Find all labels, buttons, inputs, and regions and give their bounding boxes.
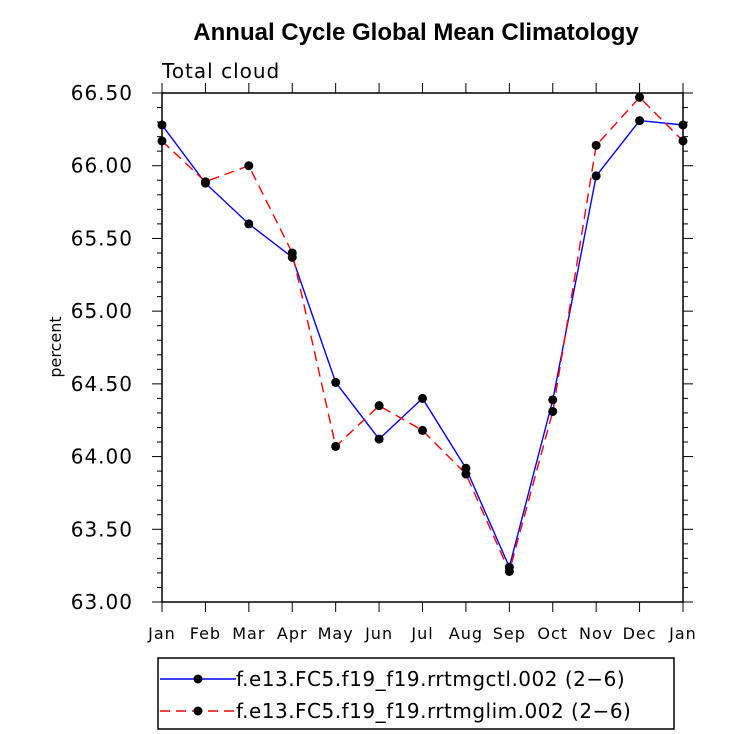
series-point-1 [504,566,514,576]
series-point-0 [157,120,167,130]
series-point-0 [418,393,427,403]
series-point-1 [157,136,167,146]
y-tick-label: 65.50 [71,226,133,250]
x-tick-label: Jan [668,624,697,643]
legend-label-ctl: f.e13.FC5.f19_f19.rrtmgctl.002 (2−6) [236,667,625,691]
x-tick-label: Apr [277,624,308,643]
axis-ticks [152,83,693,612]
series-point-1 [461,469,471,479]
x-tick-label: Feb [190,624,221,643]
x-tick-label: Mar [232,624,265,643]
series-point-1 [418,425,427,435]
y-tick-label: 66.50 [71,81,133,105]
series-point-0 [244,219,254,229]
series-point-1 [374,401,384,411]
legend-marker-lim [193,706,203,716]
legend-label-lim: f.e13.FC5.f19_f19.rrtmglim.002 (2−6) [236,699,631,723]
y-tick-label: 64.00 [71,445,133,469]
series-layer [157,92,688,576]
x-tick-label: Jul [410,624,433,643]
series-point-1 [548,406,558,416]
x-tick-label: Jun [364,624,393,643]
series-point-0 [635,116,645,126]
y-tick-label: 64.50 [71,372,133,396]
legend-marker-ctl [193,674,203,684]
x-tick-label: Dec [623,624,657,643]
series-point-1 [591,140,601,150]
y-tick-label: 66.00 [71,154,133,178]
x-tick-label: Jan [147,624,176,643]
legend-entry-ctl: f.e13.FC5.f19_f19.rrtmgctl.002 (2−6) [160,667,625,691]
x-tick-label: Nov [579,624,613,643]
tick-labels: 63.00 63.50 64.00 64.50 65.00 65.50 66.00 66.50… [71,81,697,643]
y-axis-label: percent [46,316,65,377]
series-point-1 [331,441,341,451]
series-point-0 [678,120,688,130]
series-point-1 [287,248,297,258]
plot-frame [161,92,684,603]
x-tick-label: Sep [493,624,526,643]
chart-subtitle: Total cloud [161,59,280,83]
series-point-0 [331,377,341,387]
y-tick-label: 65.00 [71,299,133,323]
chart-title: Annual Cycle Global Mean Climatology [193,19,639,46]
series-point-0 [374,434,384,444]
series-point-1 [200,177,210,187]
x-tick-label: May [318,624,354,643]
legend-entry-lim: f.e13.FC5.f19_f19.rrtmglim.002 (2−6) [160,699,631,723]
series-line-0 [161,119,684,570]
series-point-1 [244,161,254,171]
series-point-1 [678,136,688,146]
series-point-1 [635,92,645,102]
series-line-1 [161,96,684,574]
x-tick-label: Oct [537,624,568,643]
y-tick-label: 63.50 [71,517,133,541]
series-point-0 [548,395,558,405]
x-tick-label: Aug [449,624,483,643]
y-tick-label: 63.00 [71,590,133,614]
series-point-0 [591,171,601,181]
legend-box [157,657,675,730]
